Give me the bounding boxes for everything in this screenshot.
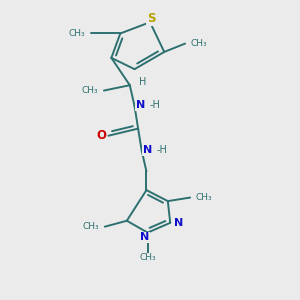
Text: N: N bbox=[136, 100, 145, 110]
Text: N: N bbox=[140, 232, 149, 242]
Text: H: H bbox=[140, 77, 147, 87]
Text: N: N bbox=[143, 145, 152, 155]
Text: CH₃: CH₃ bbox=[82, 222, 99, 231]
Text: -H: -H bbox=[157, 145, 167, 155]
Text: CH₃: CH₃ bbox=[191, 39, 207, 48]
Text: S: S bbox=[147, 12, 155, 25]
Text: O: O bbox=[96, 129, 106, 142]
Text: CH₃: CH₃ bbox=[68, 29, 85, 38]
Text: -H: -H bbox=[149, 100, 160, 110]
Text: CH₃: CH₃ bbox=[139, 254, 156, 262]
Text: N: N bbox=[174, 218, 183, 228]
Text: CH₃: CH₃ bbox=[81, 86, 98, 95]
Text: CH₃: CH₃ bbox=[196, 193, 212, 202]
